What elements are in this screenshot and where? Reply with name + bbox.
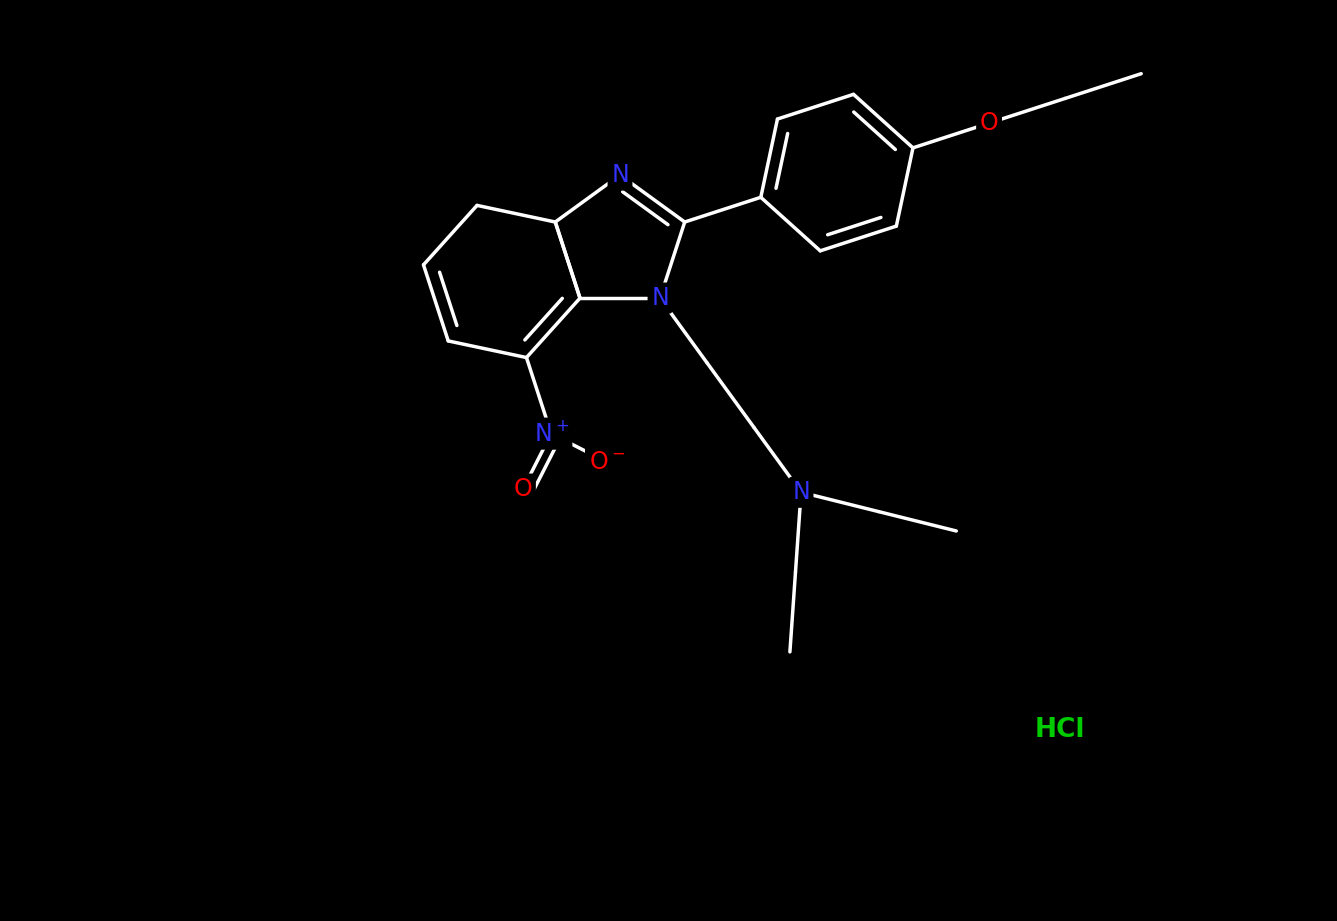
Text: O: O (513, 477, 532, 501)
Text: N$^+$: N$^+$ (533, 421, 568, 446)
Text: O$^-$: O$^-$ (588, 449, 624, 474)
Text: N: N (611, 163, 628, 187)
Text: N: N (651, 286, 668, 310)
Text: O: O (980, 111, 999, 135)
Text: N: N (793, 480, 810, 505)
Text: HCl: HCl (1035, 717, 1086, 743)
